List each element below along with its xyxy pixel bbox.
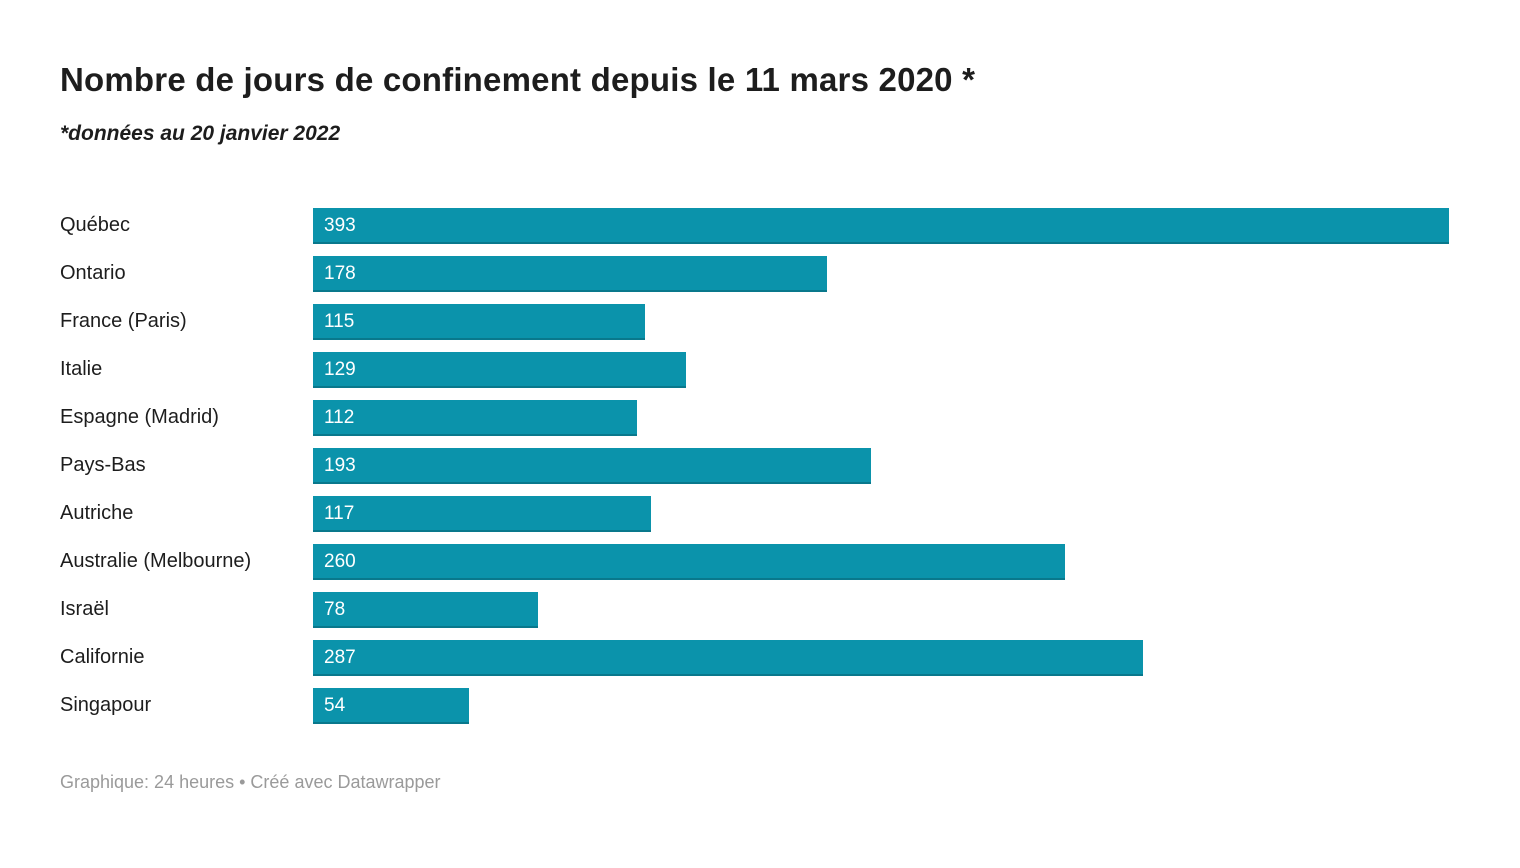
category-label: Québec bbox=[60, 214, 131, 237]
bar[interactable]: 287 bbox=[313, 639, 1143, 676]
chart-credit: Graphique: 24 heures • Créé avec Datawra… bbox=[60, 771, 441, 792]
bar-track: 112 bbox=[313, 399, 1449, 436]
bar-value-label: 54 bbox=[324, 694, 346, 716]
bar-track: 193 bbox=[313, 447, 1449, 484]
bar-track: 260 bbox=[313, 543, 1449, 580]
bar-value-label: 393 bbox=[324, 214, 356, 236]
bar[interactable]: 112 bbox=[313, 399, 637, 436]
bar-track: 78 bbox=[313, 591, 1449, 628]
bar[interactable]: 260 bbox=[313, 543, 1065, 580]
bar[interactable]: 115 bbox=[313, 303, 646, 340]
chart-title: Nombre de jours de confinement depuis le… bbox=[60, 61, 976, 98]
category-label: Israël bbox=[60, 598, 109, 621]
bar[interactable]: 129 bbox=[313, 351, 686, 388]
bar-track: 54 bbox=[313, 687, 1449, 724]
category-label: Pays-Bas bbox=[60, 454, 146, 477]
chart-subtitle: *données au 20 janvier 2022 bbox=[60, 121, 341, 145]
bar-chart: Québec 393 Ontario 178 France (Paris) 115 Ital… bbox=[60, 202, 1449, 730]
category-label: Espagne (Madrid) bbox=[60, 406, 219, 429]
category-label: Italie bbox=[60, 358, 103, 381]
bar-track: 287 bbox=[313, 639, 1449, 676]
bar[interactable]: 178 bbox=[313, 255, 828, 292]
bar[interactable]: 193 bbox=[313, 447, 871, 484]
bar[interactable]: 393 bbox=[313, 207, 1449, 244]
bar-value-label: 260 bbox=[324, 550, 356, 572]
bar-value-label: 112 bbox=[324, 406, 355, 428]
bar-track: 129 bbox=[313, 351, 1449, 388]
chart-row: Autriche 117 bbox=[60, 490, 1449, 538]
bar-value-label: 115 bbox=[324, 310, 355, 332]
chart-row: Pays-Bas 193 bbox=[60, 442, 1449, 490]
bar-value-label: 193 bbox=[324, 454, 356, 476]
bar-track: 117 bbox=[313, 495, 1449, 532]
chart-row: Québec 393 bbox=[60, 202, 1449, 250]
chart-row: Italie 129 bbox=[60, 346, 1449, 394]
category-label: Australie (Melbourne) bbox=[60, 550, 252, 573]
bar-track: 393 bbox=[313, 207, 1449, 244]
bar[interactable]: 78 bbox=[313, 591, 539, 628]
chart-row: France (Paris) 115 bbox=[60, 298, 1449, 346]
chart-row: Espagne (Madrid) 112 bbox=[60, 394, 1449, 442]
bar-value-label: 129 bbox=[324, 358, 356, 380]
bar-value-label: 117 bbox=[324, 502, 355, 524]
category-label: Californie bbox=[60, 646, 145, 669]
bar[interactable]: 54 bbox=[313, 687, 470, 724]
chart-row: Californie 287 bbox=[60, 634, 1449, 682]
chart-row: Ontario 178 bbox=[60, 250, 1449, 298]
chart-row: Australie (Melbourne) 260 bbox=[60, 538, 1449, 586]
bar-value-label: 178 bbox=[324, 262, 356, 284]
bar-track: 178 bbox=[313, 255, 1449, 292]
bar-value-label: 287 bbox=[324, 646, 356, 668]
category-label: Singapour bbox=[60, 694, 152, 717]
category-label: Ontario bbox=[60, 262, 126, 285]
chart-row: Singapour 54 bbox=[60, 682, 1449, 730]
category-label: Autriche bbox=[60, 502, 134, 525]
chart-row: Israël 78 bbox=[60, 586, 1449, 634]
bar-track: 115 bbox=[313, 303, 1449, 340]
category-label: France (Paris) bbox=[60, 310, 187, 333]
bar[interactable]: 117 bbox=[313, 495, 652, 532]
bar-value-label: 78 bbox=[324, 598, 346, 620]
